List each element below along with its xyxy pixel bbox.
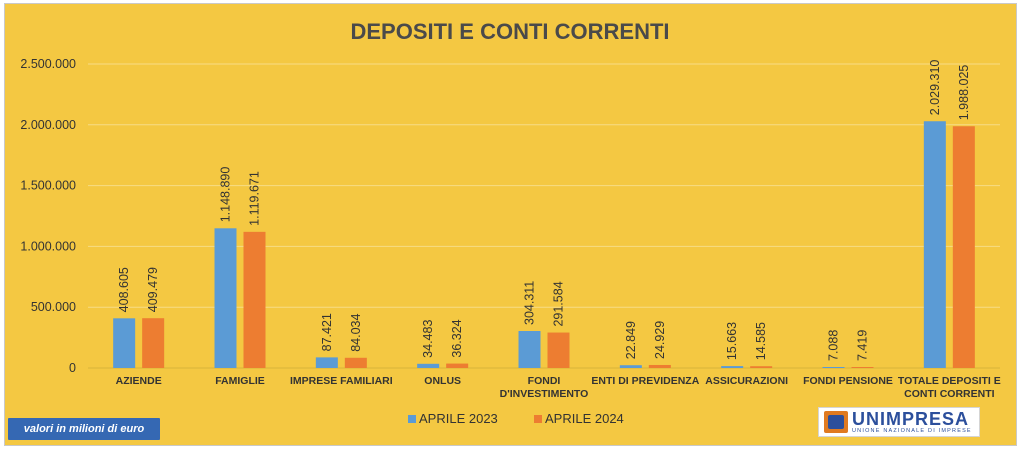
data-label: 34.483 bbox=[421, 320, 435, 358]
data-labels: 408.605 409.479 1.148.890 1.119.671 87.421 84… bbox=[117, 60, 971, 361]
units-note: valori in milioni di euro bbox=[8, 418, 160, 440]
logo-name: UNIMPRESA bbox=[852, 409, 970, 429]
data-label: 1.988.025 bbox=[957, 65, 971, 121]
bar bbox=[344, 357, 367, 368]
logo-mark-icon bbox=[824, 411, 848, 433]
bar bbox=[243, 231, 266, 368]
y-tick-label: 1.000.000 bbox=[20, 239, 76, 253]
legend-swatch bbox=[534, 415, 542, 423]
bar bbox=[446, 363, 469, 368]
bar bbox=[518, 330, 541, 368]
data-label: 2.029.310 bbox=[928, 60, 942, 116]
bar bbox=[214, 228, 237, 368]
category-label: FONDI PENSIONE bbox=[803, 375, 893, 387]
gridlines bbox=[88, 63, 1000, 369]
data-label: 24.929 bbox=[653, 321, 667, 359]
category-label: FAMIGLIE bbox=[215, 375, 265, 387]
y-tick-label: 2.000.000 bbox=[20, 118, 76, 132]
bar bbox=[750, 366, 773, 368]
category-label: AZIENDE bbox=[116, 375, 162, 387]
logo-subtitle: UNIONE NAZIONALE DI IMPRESE bbox=[852, 428, 972, 434]
y-tick-label: 2.500.000 bbox=[20, 57, 76, 71]
bar bbox=[619, 365, 642, 368]
category-label: IMPRESE FAMILIARI bbox=[290, 375, 393, 387]
y-axis: 0 500.000 1.000.000 1.500.000 2.000.000 2.500… bbox=[20, 57, 76, 375]
data-label: 87.421 bbox=[320, 313, 334, 351]
legend-label: APRILE 2024 bbox=[545, 411, 624, 426]
legend: APRILE 2023 APRILE 2024 bbox=[408, 411, 624, 426]
bar bbox=[822, 367, 845, 368]
data-label: 84.034 bbox=[349, 314, 363, 352]
legend-label: APRILE 2023 bbox=[419, 411, 498, 426]
data-label: 1.148.890 bbox=[219, 167, 233, 223]
bar bbox=[648, 364, 671, 368]
y-tick-label: 0 bbox=[69, 361, 76, 375]
bar bbox=[923, 121, 946, 368]
y-tick-label: 500.000 bbox=[31, 300, 76, 314]
category-label: FONDI bbox=[528, 375, 561, 387]
category-label: D'INVESTIMENTO bbox=[500, 388, 589, 400]
data-label: 304.311 bbox=[523, 281, 537, 325]
x-axis: AZIENDE FAMIGLIE IMPRESE FAMILIARI ONLUS FON… bbox=[116, 375, 1001, 400]
data-label: 408.605 bbox=[117, 267, 131, 312]
category-label: TOTALE DEPOSITI E bbox=[898, 375, 1001, 387]
data-label: 409.479 bbox=[146, 267, 160, 312]
data-label: 36.324 bbox=[450, 319, 464, 357]
category-label: ENTI DI PREVIDENZA bbox=[591, 375, 699, 387]
bar bbox=[315, 357, 338, 368]
bar bbox=[142, 318, 165, 368]
data-label: 15.663 bbox=[725, 322, 739, 360]
data-label: 7.419 bbox=[856, 330, 870, 361]
bar bbox=[113, 318, 136, 368]
category-label: CONTI CORRENTI bbox=[904, 388, 994, 400]
data-label: 7.088 bbox=[827, 330, 841, 361]
bar bbox=[547, 332, 570, 368]
bar bbox=[952, 126, 975, 368]
y-tick-label: 1.500.000 bbox=[20, 179, 76, 193]
data-label: 14.585 bbox=[754, 322, 768, 360]
unimpresa-logo: UNIMPRESA UNIONE NAZIONALE DI IMPRESE bbox=[818, 407, 980, 437]
chart-background bbox=[4, 3, 1017, 446]
bar bbox=[851, 367, 874, 368]
bar bbox=[417, 363, 440, 368]
data-label: 22.849 bbox=[624, 321, 638, 359]
legend-swatch bbox=[408, 415, 416, 423]
bars bbox=[113, 121, 975, 368]
category-label: ONLUS bbox=[424, 375, 461, 387]
category-label: ASSICURAZIONI bbox=[705, 375, 788, 387]
bar bbox=[721, 366, 744, 368]
chart-title: DEPOSITI E CONTI CORRENTI bbox=[350, 19, 669, 44]
data-label: 291.584 bbox=[552, 281, 566, 326]
data-label: 1.119.671 bbox=[248, 171, 262, 226]
